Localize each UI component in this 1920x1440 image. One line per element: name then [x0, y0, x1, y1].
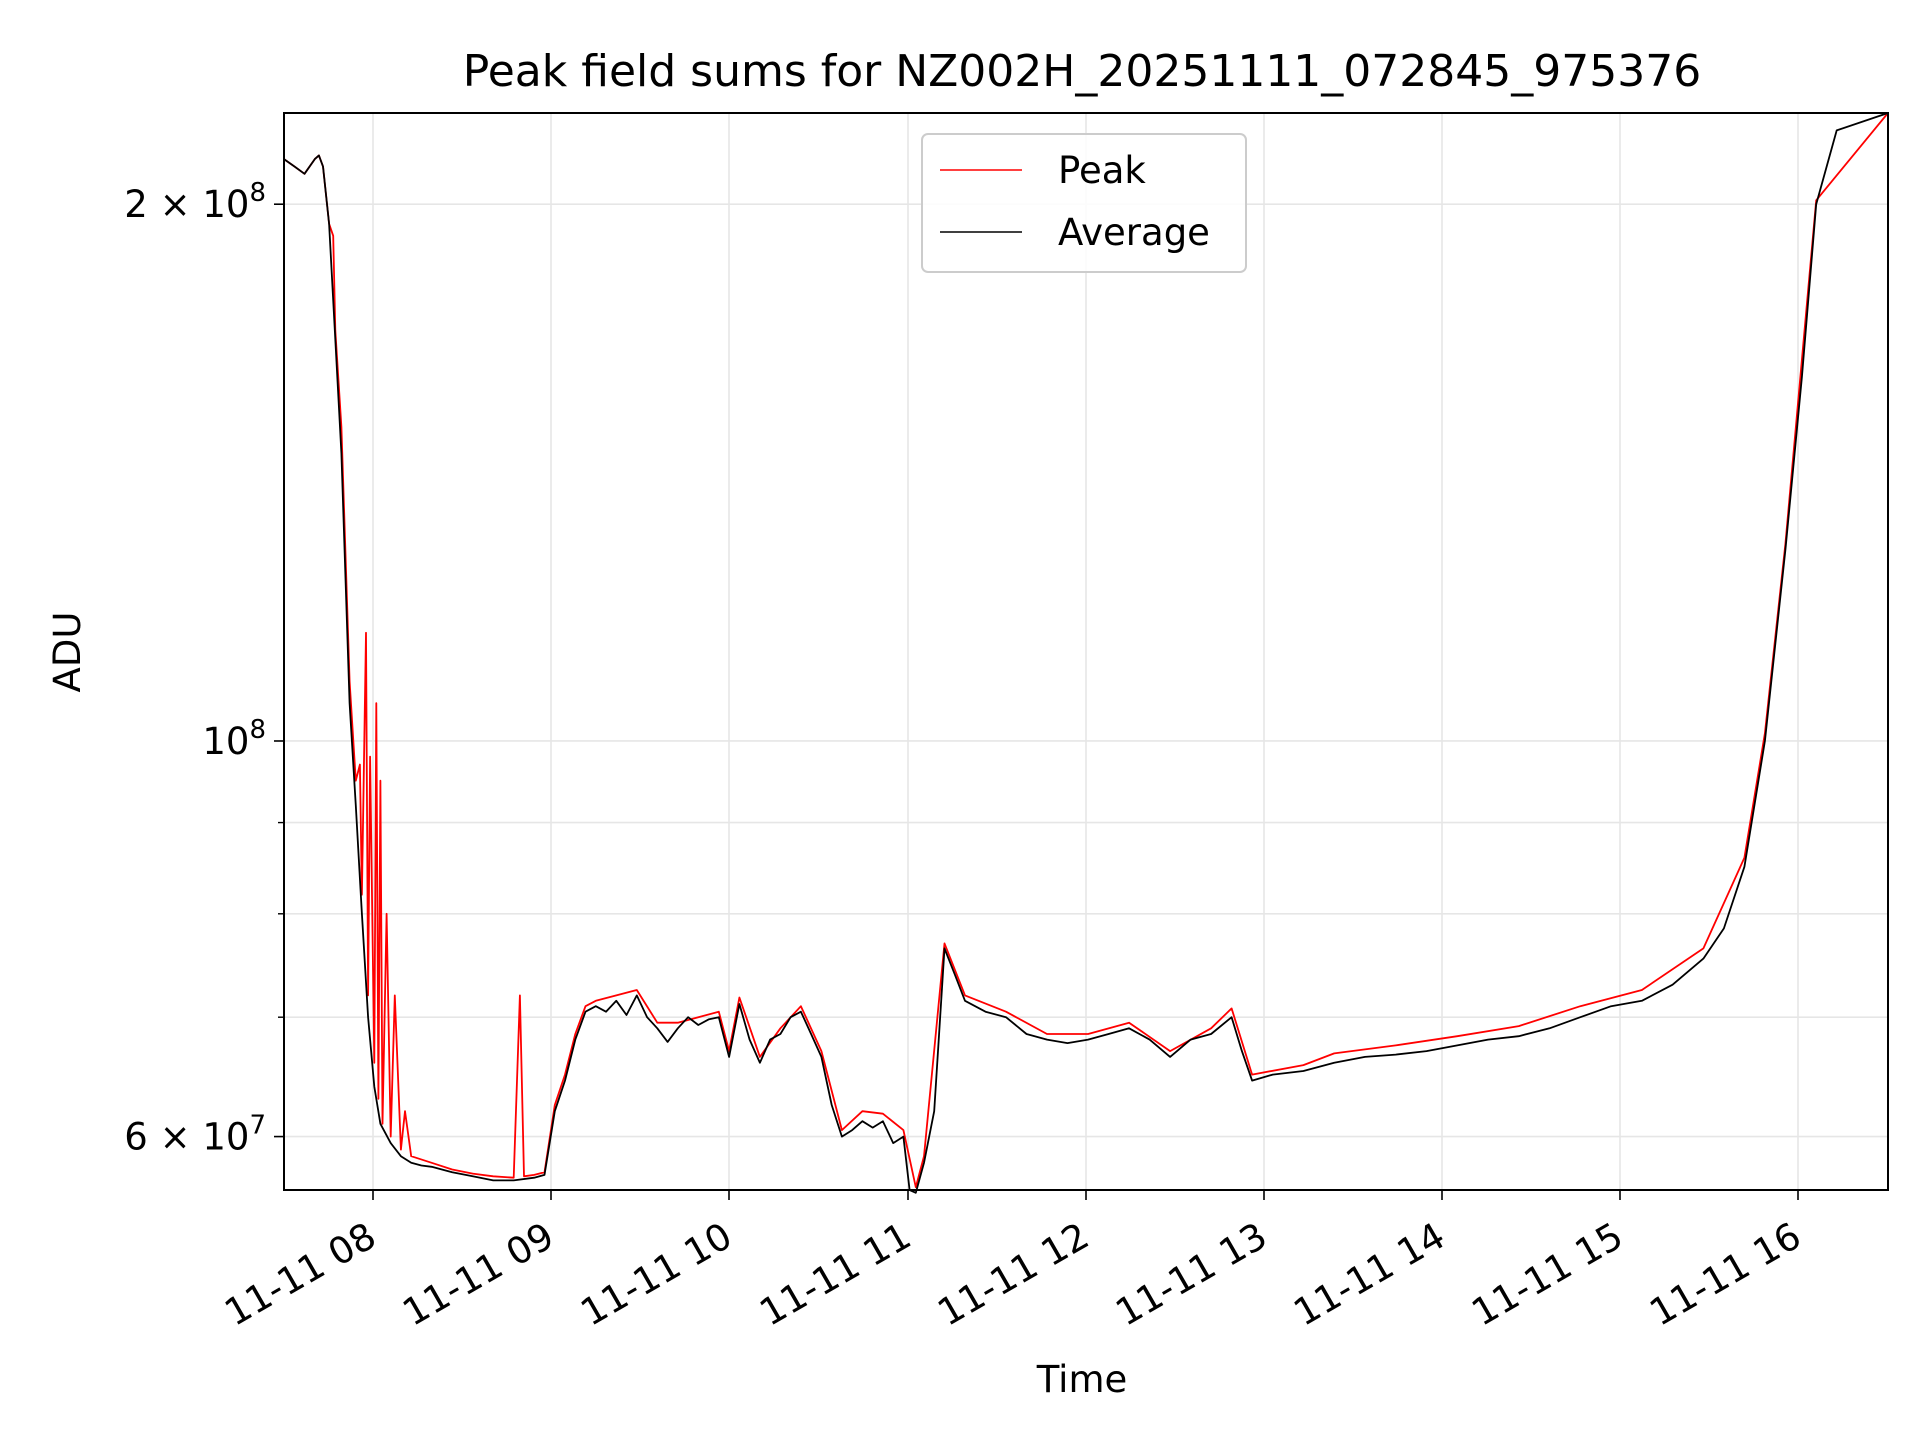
series-line-average: [283, 112, 1889, 1194]
grid: [284, 113, 1888, 1190]
series-line-peak: [283, 112, 1889, 1189]
legend-label-average: Average: [1058, 211, 1210, 254]
y-tick-label: 6 × 107: [124, 1111, 266, 1159]
legend-label-peak: Peak: [1058, 149, 1146, 192]
y-axis-label: ADU: [46, 612, 89, 693]
chart-title: Peak field sums for NZ002H_20251111_0728…: [463, 46, 1701, 97]
series-layer: [283, 112, 1889, 1194]
y-tick-label: 2 × 108: [124, 178, 266, 226]
legend: Peak Average: [921, 133, 1247, 273]
legend-box: [921, 133, 1247, 273]
x-axis-label: Time: [1036, 1358, 1128, 1401]
